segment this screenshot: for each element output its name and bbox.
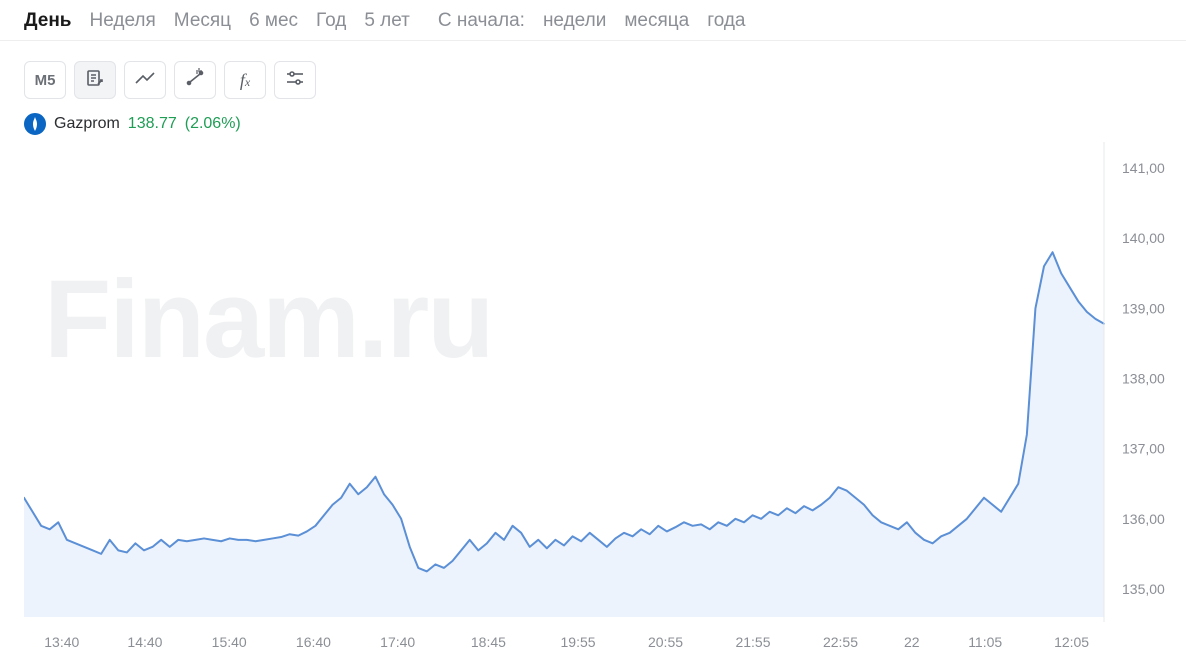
from-start-option[interactable]: года xyxy=(707,10,745,32)
from-start-option[interactable]: месяца xyxy=(624,10,689,32)
x-axis-label: 18:45 xyxy=(471,634,506,650)
ticker-change: (2.06%) xyxy=(185,115,241,133)
x-axis-label: 22:55 xyxy=(823,634,858,650)
sliders-icon xyxy=(284,68,306,93)
x-axis-label: 13:40 xyxy=(44,634,79,650)
compare-icon xyxy=(184,68,206,93)
chart-toolbar: M5 fx xyxy=(0,41,1186,107)
trend-icon xyxy=(134,68,156,93)
x-axis-label: 15:40 xyxy=(212,634,247,650)
y-axis-label: 137,00 xyxy=(1122,441,1165,457)
timerange-tabs: День Неделя Месяц 6 мес Год 5 лет С начала: нед… xyxy=(0,0,1186,41)
ticker-logo-icon xyxy=(24,113,46,135)
y-axis-label: 136,00 xyxy=(1122,511,1165,527)
interval-button[interactable]: M5 xyxy=(24,61,66,99)
compare-button[interactable] xyxy=(174,61,216,99)
watermark: Finam.ru xyxy=(44,258,493,381)
x-axis-label: 20:55 xyxy=(648,634,683,650)
settings-button[interactable] xyxy=(274,61,316,99)
x-axis-label: 21:55 xyxy=(735,634,770,650)
timerange-tab[interactable]: День xyxy=(24,10,72,32)
chart-type-button[interactable] xyxy=(74,61,116,99)
trend-line-button[interactable] xyxy=(124,61,166,99)
ticker-price: 138.77 xyxy=(128,115,177,133)
timerange-tab[interactable]: Год xyxy=(316,10,346,32)
chart-legend: Gazprom 138.77 (2.06%) xyxy=(0,107,1186,137)
x-axis-label: 11:05 xyxy=(968,634,1002,650)
x-axis-label: 14:40 xyxy=(127,634,162,650)
y-axis-label: 141,00 xyxy=(1122,160,1165,176)
price-chart[interactable]: Finam.ru 135,00 136,00 137,00 138,00 139,00 14… xyxy=(24,137,1170,657)
timerange-tab[interactable]: 5 лет xyxy=(364,10,410,32)
y-axis-label: 140,00 xyxy=(1122,230,1165,246)
x-axis-label: 19:55 xyxy=(561,634,596,650)
timerange-tab[interactable]: Месяц xyxy=(174,10,231,32)
y-axis-label: 139,00 xyxy=(1122,300,1165,316)
x-axis-label: 12:05 xyxy=(1054,634,1089,650)
function-button[interactable]: fx xyxy=(224,61,266,99)
x-axis-label: 22 xyxy=(904,634,920,650)
timerange-tab[interactable]: Неделя xyxy=(90,10,156,32)
y-axis-label: 138,00 xyxy=(1122,370,1165,386)
fx-icon: fx xyxy=(240,70,250,91)
y-axis-label: 135,00 xyxy=(1122,581,1165,597)
x-axis-label: 16:40 xyxy=(296,634,331,650)
chart-type-icon xyxy=(85,68,105,93)
timerange-tab[interactable]: 6 мес xyxy=(249,10,298,32)
x-axis-label: 17:40 xyxy=(380,634,415,650)
from-start-label: С начала: xyxy=(438,10,525,32)
ticker-name: Gazprom xyxy=(54,115,120,133)
from-start-option[interactable]: недели xyxy=(543,10,606,32)
